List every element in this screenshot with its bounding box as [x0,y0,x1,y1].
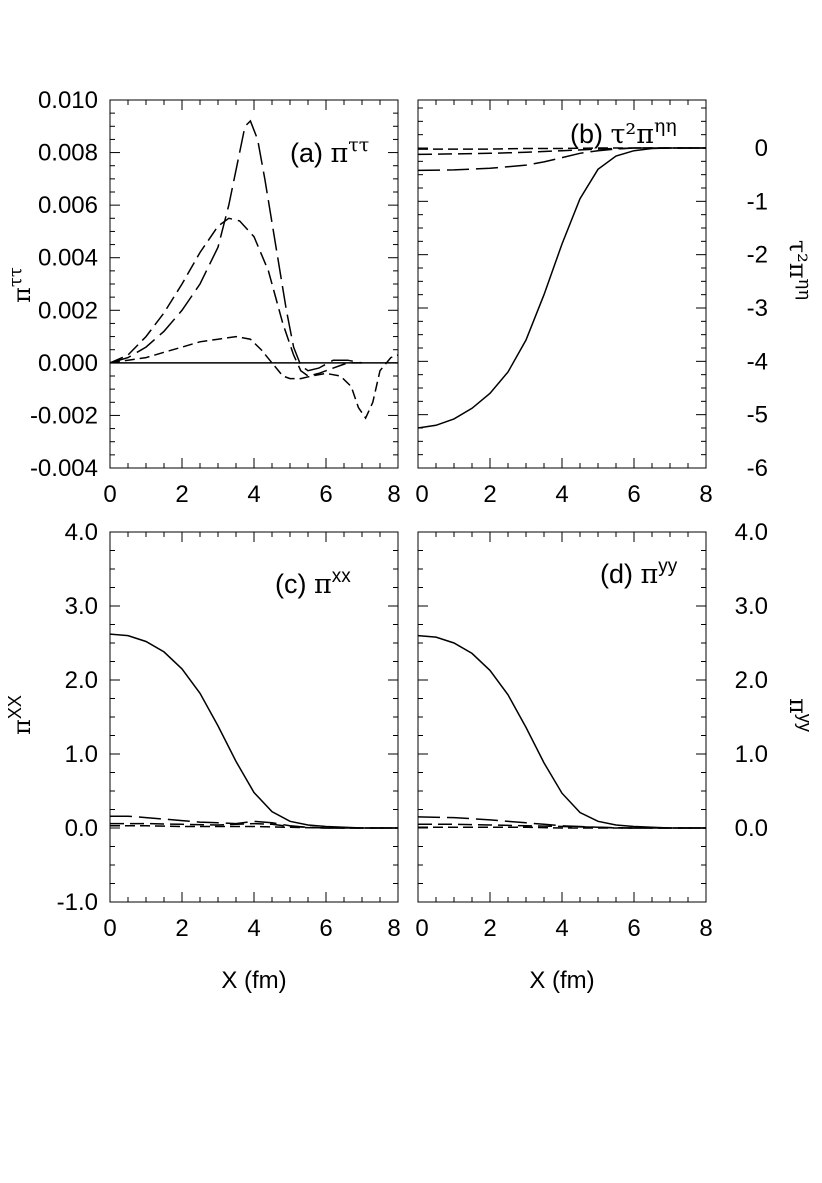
panel-c-ticks [109,531,399,903]
panel-c-ylabel: πXX [5,695,36,735]
panel-a-title: (a) πττ [290,134,369,169]
x-tick-label: 8 [387,915,400,942]
y-tick-label: -3 [747,295,768,322]
panel-d: 0 2 4 6 8 4.0 3.0 2.0 1.0 0.0 (d) πyy πyy X (fm) [415,519,815,994]
x-tick-label: 8 [387,481,400,508]
panel-a-ticks [109,99,399,469]
y-tick-label: 0 [755,135,768,162]
y-tick-label: 3.0 [65,593,98,620]
y-tick-label: -1.0 [57,889,98,916]
panel-b-ticks [417,100,707,469]
y-tick-label: 0.000 [38,350,98,377]
x-tick-label: 2 [483,915,496,942]
panel-a-tick-labels: 0 2 4 6 8 0.010 0.008 0.006 0.004 0.002 0.000 -0.00… [30,87,401,508]
y-tick-label: 0.002 [38,297,98,324]
series-solid [417,147,706,429]
series-solid [417,634,706,829]
panel-a-ylabel: πττ [5,267,36,303]
x-tick-label: 4 [555,481,568,508]
series-solid [109,633,398,829]
x-tick-label: 2 [175,481,188,508]
panel-b-ylabel: τ²πηη [784,240,815,300]
x-tick-label: 4 [247,481,260,508]
y-tick-label: 2.0 [735,667,768,694]
panel-b-tick-labels: 0 2 4 6 8 0 -1 -2 -3 -4 -5 -6 [415,135,768,508]
panel-c-tick-labels: 0 2 4 6 8 4.0 3.0 2.0 1.0 0.0 -1.0 [57,519,401,942]
y-tick-label: 0.006 [38,192,98,219]
x-tick-label: 2 [175,915,188,942]
panel-b-series [417,147,706,429]
y-tick-label: 2.0 [65,667,98,694]
panel-c: 0 2 4 6 8 4.0 3.0 2.0 1.0 0.0 -1.0 (c) πxx πXX X (… [5,519,401,994]
y-tick-label: 1.0 [65,741,98,768]
panel-c-xlabel: X (fm) [221,967,286,994]
y-tick-label: 0.004 [38,245,98,272]
panel-a-series [109,119,399,420]
y-tick-label: -2 [747,242,768,269]
panel-d-series [417,634,706,829]
y-tick-label: 4.0 [65,519,98,546]
panel-d-frame [417,531,707,903]
y-tick-label: -0.002 [30,402,98,429]
panel-c-frame [109,531,399,903]
y-tick-label: -0.004 [30,455,98,482]
x-tick-label: 2 [483,481,496,508]
series-short-dash [110,825,398,829]
panel-c-series [109,633,398,829]
panel-b-frame [417,99,707,469]
panel-d-ylabel: πyy [784,698,815,732]
x-tick-label: 6 [627,915,640,942]
y-tick-label: 4.0 [735,519,768,546]
x-tick-label: 4 [555,915,568,942]
x-tick-label: 0 [103,481,116,508]
x-tick-label: 8 [699,481,712,508]
y-tick-label: 0.0 [65,815,98,842]
y-tick-label: 3.0 [735,593,768,620]
panel-d-ticks [417,531,707,903]
x-tick-label: 0 [415,915,428,942]
series-short-dash [418,826,706,829]
y-tick-label: 0.008 [38,140,98,167]
panel-d-tick-labels: 0 2 4 6 8 4.0 3.0 2.0 1.0 0.0 [415,519,768,942]
x-tick-label: 6 [319,915,332,942]
y-tick-label: 0.0 [735,815,768,842]
panel-b-title: (b) τ²πηη [570,115,677,150]
panel-a: 0 2 4 6 8 0.010 0.008 0.006 0.004 0.002 0.000 -0.00… [5,87,401,508]
y-tick-label: -4 [747,348,768,375]
series-medium-dash [109,217,362,377]
panel-d-xlabel: X (fm) [529,967,594,994]
series-short-dash [109,335,399,420]
x-tick-label: 4 [247,915,260,942]
x-tick-label: 0 [415,481,428,508]
series-short-dash [418,147,706,150]
y-tick-label: -5 [747,402,768,429]
series-long-dash [109,119,363,372]
panel-d-title: (d) πyy [600,556,678,590]
y-tick-label: -1 [747,188,768,215]
x-tick-label: 6 [319,481,332,508]
x-tick-label: 6 [627,481,640,508]
y-tick-label: 0.010 [38,87,98,114]
panel-b: 0 2 4 6 8 0 -1 -2 -3 -4 -5 -6 (b) τ²πηη τ²πηη [415,99,815,508]
y-tick-label: -6 [747,455,768,482]
y-tick-label: 1.0 [735,741,768,768]
x-tick-label: 8 [699,915,712,942]
panel-c-title: (c) πxx [275,566,351,600]
x-tick-label: 0 [103,915,116,942]
